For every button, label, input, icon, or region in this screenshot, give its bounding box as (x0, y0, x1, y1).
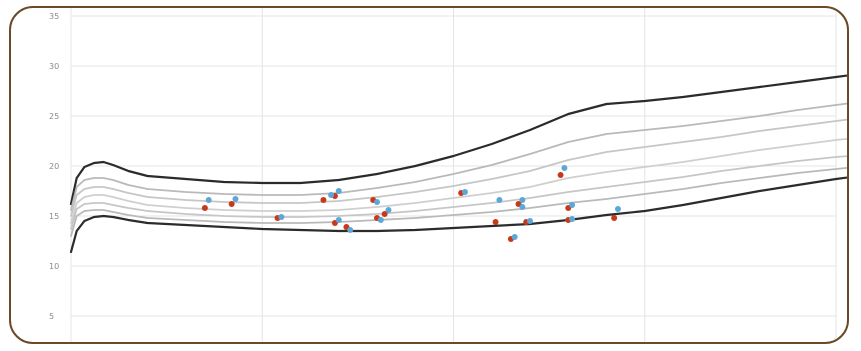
red-point (557, 172, 564, 178)
y-tick-label: 20 (49, 162, 59, 171)
blue-point (278, 214, 285, 220)
curve-line-2 (70, 102, 847, 211)
blue-point (569, 202, 576, 208)
blue-point (527, 218, 533, 224)
reference-curves (69, 74, 847, 254)
blue-point (374, 199, 380, 205)
blue-point (335, 217, 342, 223)
blue-point (561, 165, 568, 171)
blue-point (614, 206, 621, 212)
blue-point (496, 197, 503, 203)
growth-chart: 5 10 15 20 25 30 35 (49, 8, 847, 342)
blue-point (461, 189, 468, 195)
blue-point (328, 192, 335, 198)
curve-line-3 (70, 118, 847, 217)
blue-point (519, 204, 526, 210)
y-tick-label: 30 (49, 62, 59, 71)
y-tick-label: 10 (49, 262, 59, 271)
curve-line-7 (69, 176, 847, 254)
blue-point (335, 188, 342, 194)
blue-point (232, 196, 239, 202)
curve-line-1 (69, 74, 847, 206)
curve-line-4 (70, 137, 847, 224)
curve-line-5 (70, 155, 847, 230)
y-tick-label: 15 (49, 212, 59, 221)
blue-point (569, 216, 576, 222)
red-point (611, 215, 618, 221)
red-point (201, 205, 208, 211)
blue-point (519, 197, 526, 203)
y-axis-ticks: 5 10 15 20 25 30 35 (49, 12, 59, 321)
red-point (228, 201, 235, 207)
chart-frame: 5 10 15 20 25 30 35 (9, 6, 849, 344)
red-point (492, 219, 499, 225)
red-point (381, 211, 388, 217)
red-point (320, 197, 327, 203)
blue-point (205, 197, 212, 203)
grid (70, 8, 837, 342)
curve-line-6 (70, 166, 847, 237)
y-tick-label: 35 (49, 12, 59, 21)
blue-point (377, 217, 384, 223)
y-tick-label: 25 (49, 112, 59, 121)
blue-point (511, 234, 518, 240)
blue-point (347, 227, 354, 233)
data-points (201, 165, 621, 242)
blue-point (385, 207, 392, 213)
y-tick-label: 5 (49, 312, 54, 321)
